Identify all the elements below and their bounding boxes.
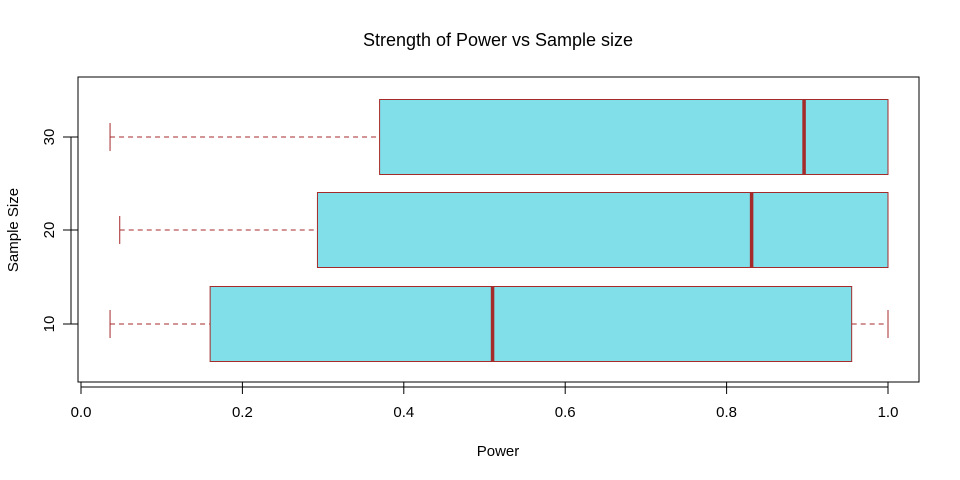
box-group-10: [109, 286, 889, 362]
iqr-box: [379, 99, 889, 175]
box-group-30: [109, 99, 889, 175]
x-tick-label: 1.0: [878, 404, 899, 421]
x-tick-label: 0.4: [393, 404, 414, 421]
y-tick-label: 10: [41, 316, 58, 333]
box-series: [109, 99, 889, 362]
box-group-20: [119, 192, 889, 268]
chart-title: Strength of Power vs Sample size: [363, 30, 633, 50]
iqr-box: [209, 286, 853, 362]
x-tick-label: 0.6: [555, 404, 576, 421]
y-tick-label: 20: [41, 222, 58, 239]
x-tick-label: 0.2: [232, 404, 253, 421]
x-axis-label: Power: [477, 443, 520, 460]
y-axis: 10 20 30: [41, 129, 78, 333]
iqr-box: [316, 192, 889, 268]
y-axis-label: Sample Size: [5, 188, 22, 272]
x-tick-label: 0.8: [716, 404, 737, 421]
y-tick-label: 30: [41, 129, 58, 146]
x-tick-label: 0.0: [71, 404, 92, 421]
x-axis: 0.0 0.2 0.4 0.6 0.8 1.0: [71, 382, 899, 421]
